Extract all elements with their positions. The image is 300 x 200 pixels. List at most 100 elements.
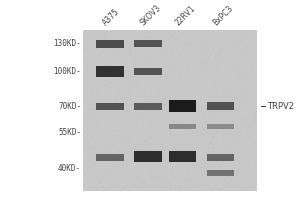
Text: BxPC3: BxPC3 — [211, 4, 235, 27]
Point — [229, 161, 233, 164]
Point — [113, 150, 118, 153]
Point — [99, 30, 104, 33]
Point — [188, 43, 192, 46]
Point — [165, 179, 170, 182]
Point — [161, 49, 166, 52]
Point — [245, 129, 250, 132]
Point — [249, 171, 254, 174]
Point — [180, 148, 184, 151]
Point — [223, 172, 228, 175]
Point — [230, 186, 235, 189]
Point — [212, 48, 216, 51]
Point — [248, 97, 252, 101]
Point — [182, 55, 187, 58]
Point — [132, 126, 137, 130]
Point — [138, 51, 142, 55]
Point — [236, 37, 240, 40]
Point — [87, 146, 92, 149]
Point — [122, 50, 126, 53]
Point — [163, 76, 168, 79]
Point — [129, 51, 134, 54]
Point — [227, 90, 232, 93]
Point — [92, 142, 97, 146]
Point — [147, 43, 152, 46]
Point — [135, 130, 140, 133]
Point — [190, 90, 194, 94]
Point — [173, 59, 178, 62]
Point — [196, 126, 201, 129]
Point — [130, 103, 135, 106]
Point — [108, 92, 113, 95]
Point — [217, 177, 222, 180]
Point — [162, 61, 167, 64]
Point — [186, 43, 191, 46]
Point — [120, 181, 125, 184]
Point — [210, 154, 215, 157]
Point — [175, 50, 179, 54]
Point — [199, 146, 203, 149]
Point — [197, 60, 202, 64]
Point — [192, 49, 197, 52]
Point — [125, 62, 130, 65]
Point — [180, 133, 184, 136]
Point — [128, 49, 133, 53]
Point — [105, 179, 110, 182]
Point — [251, 97, 256, 100]
Point — [176, 46, 180, 49]
Point — [210, 176, 214, 180]
Point — [106, 151, 110, 154]
Point — [202, 90, 207, 93]
Point — [197, 162, 202, 165]
Point — [171, 175, 176, 178]
Point — [159, 113, 164, 116]
Point — [164, 133, 169, 136]
Point — [97, 65, 102, 68]
Point — [215, 166, 220, 169]
Point — [84, 117, 88, 121]
Point — [149, 124, 154, 127]
Point — [220, 48, 225, 51]
Point — [146, 106, 150, 109]
Point — [193, 61, 197, 64]
Point — [168, 138, 173, 142]
Point — [176, 107, 181, 110]
Point — [148, 168, 153, 172]
Point — [100, 164, 105, 167]
Point — [201, 136, 206, 139]
Point — [181, 62, 186, 65]
Point — [169, 163, 174, 166]
Point — [188, 146, 193, 149]
Point — [236, 77, 241, 80]
Point — [226, 175, 231, 178]
Point — [198, 174, 203, 178]
Point — [251, 37, 256, 40]
Point — [228, 159, 232, 162]
Point — [131, 153, 136, 156]
Text: 55KD-: 55KD- — [58, 128, 81, 137]
Point — [165, 33, 170, 36]
Point — [225, 33, 230, 36]
Point — [215, 70, 220, 73]
Point — [204, 119, 209, 122]
Point — [94, 188, 99, 192]
Point — [167, 121, 172, 124]
Point — [129, 66, 134, 69]
Point — [223, 127, 228, 130]
Point — [232, 76, 236, 79]
Point — [189, 128, 194, 131]
Point — [159, 75, 164, 78]
Point — [243, 88, 248, 92]
Point — [243, 122, 248, 125]
Point — [142, 42, 147, 45]
Point — [106, 52, 111, 55]
Point — [136, 154, 141, 157]
Point — [248, 48, 252, 51]
Point — [97, 100, 102, 104]
Point — [217, 126, 222, 129]
Point — [210, 135, 215, 138]
Point — [150, 107, 154, 111]
Point — [208, 68, 213, 71]
Point — [115, 156, 119, 159]
Point — [169, 157, 174, 161]
Point — [230, 136, 235, 139]
